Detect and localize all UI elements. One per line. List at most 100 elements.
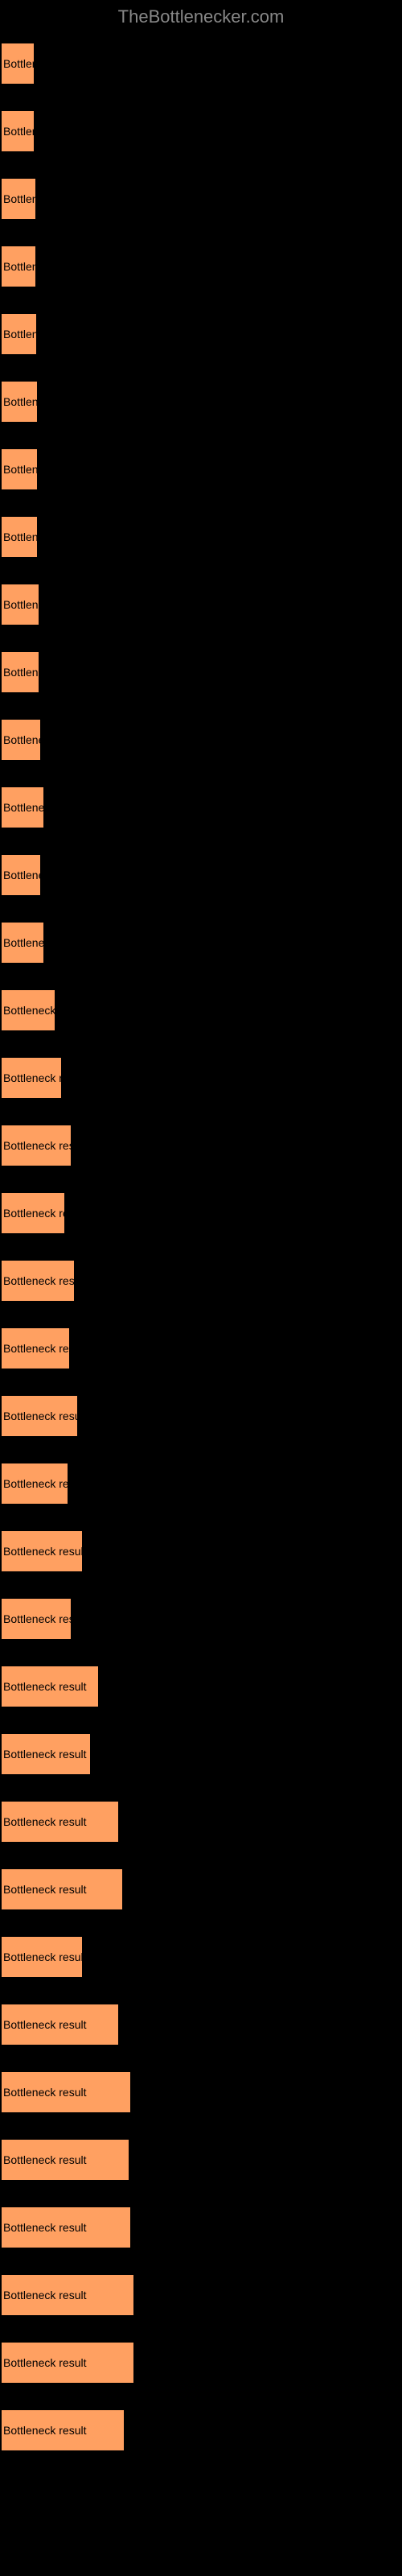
bar: Bottleneck result4 (2, 2410, 124, 2450)
bar-row: Bottleneck result (2, 1396, 400, 1436)
bar: Bottlenec (2, 246, 35, 287)
bar: Bottleneck (2, 652, 39, 692)
bar: Bottleneck result (2, 1937, 82, 1977)
bar: Bottleneck result4 (2, 1802, 118, 1842)
bar-row: Bottlenec (2, 246, 400, 287)
bar: Bottleneck result49 (2, 2072, 130, 2112)
bar-value: 48 (137, 2153, 150, 2166)
bar-row: Bottleneck result (2, 1328, 400, 1368)
bar: Bottleneck result (2, 1734, 90, 1774)
bar-value: 49 (138, 2221, 151, 2234)
bar-label: Bottleneck result (2, 1410, 77, 1422)
bar-row: Bottleneck (2, 584, 400, 625)
bar-row: Bottleneck r (2, 787, 400, 828)
bar-row: Bottleneck (2, 382, 400, 422)
bar-value: 50 (142, 2289, 154, 2301)
bar-label: Bottleneck result (2, 1477, 68, 1490)
bar: Bottleneck r (2, 923, 43, 963)
bar-value: 4 (133, 2018, 139, 2031)
bar-label: Bottleneck result (2, 1951, 82, 1963)
bar-label: Bottleneck result (2, 2424, 87, 2437)
bar-label: Bottleneck result (2, 1612, 71, 1625)
bar-row: Bottleneck result50 (2, 2343, 400, 2383)
bottleneck-chart: Bottlene Bottlene Bottlenec Bottlenec Bottle… (0, 43, 402, 2494)
bar: Bottleneck result (2, 1058, 61, 1098)
bar: Bottleneck result50 (2, 2275, 133, 2315)
bar-label: Bottleneck resu (2, 1004, 55, 1017)
bar: Bottleneck (2, 517, 37, 557)
bar-value: 50 (142, 2356, 154, 2369)
bar-row: Bottleneck result (2, 1531, 400, 1571)
bar: Bottleneck result- (2, 1869, 122, 1909)
bar-row: Bottleneck (2, 652, 400, 692)
bar-label: Bottlenec (2, 260, 35, 273)
bar-row: Bottleneck result 4 (2, 1802, 400, 1842)
bar-label: Bottleneck result (2, 1815, 87, 1828)
bar-label: Bottleneck result (2, 2086, 87, 2099)
bar: Bottleneck result (2, 1599, 71, 1639)
bar-label: Bottleneck (2, 733, 40, 746)
bar-label: Bottleneck result (2, 1071, 61, 1084)
bar-value: - (139, 1883, 143, 1896)
bar: Bottlene (2, 43, 34, 84)
bar-label: Bottleneck (2, 869, 40, 881)
bar-label: Bottleneck result (2, 1274, 74, 1287)
bar-row: Bottleneck (2, 720, 400, 760)
bar-row: Bottleneck result 4 (2, 2004, 400, 2045)
bar-row: Bottleneck result 49 (2, 2207, 400, 2248)
bar: Bottleneck result (2, 1125, 71, 1166)
bar: Bottleneck result (2, 1261, 74, 1301)
bar-row: Bottleneck result48 (2, 2140, 400, 2180)
bar: Bottleneck (2, 720, 40, 760)
site-title: TheBottlenecker.com (118, 6, 285, 27)
bar: Bottleneck (2, 449, 37, 489)
bar-row: Bottlenec (2, 179, 400, 219)
bar-row: Bottlene (2, 43, 400, 84)
bar-row: Bottleneck result4 (2, 2410, 400, 2450)
bar-label: Bottleneck (2, 395, 37, 408)
bar-row: Bottleneck result (2, 1937, 400, 1977)
bar-label: Bottleneck result (2, 2018, 87, 2031)
bar: Bottleneck result48 (2, 2140, 129, 2180)
bar-label: Bottleneck result (2, 2221, 87, 2234)
site-header: TheBottlenecker.com (0, 0, 402, 43)
bar-label: Bottleneck result (2, 1342, 69, 1355)
bar-label: Bottlene (2, 125, 34, 138)
bar: Bottleneck resu (2, 990, 55, 1030)
bar: Bottleneck r (2, 787, 43, 828)
bar-value: 4 (133, 1815, 139, 1828)
bar-label: Bottleneck result (2, 1139, 71, 1152)
bar-row: Bottleneck result (2, 1463, 400, 1504)
bar: Bottleneck (2, 855, 40, 895)
bar: Bottleneck result (2, 1193, 64, 1233)
bar-label: Bottleneck result (2, 1748, 87, 1761)
bar-label: Bottleneck (2, 463, 37, 476)
bar-label: Bottleneck (2, 598, 39, 611)
bar-value: 49 (138, 2086, 151, 2099)
bar-row: Bottlene (2, 111, 400, 151)
bar-row: Bottleneck result (2, 1125, 400, 1166)
bar-label: Bottleneck r (2, 936, 43, 949)
bar-label: Bottleneck (2, 666, 39, 679)
bar-label: Bottleneck result (2, 1680, 87, 1693)
bar-row: Bottleneck result 50 (2, 2275, 400, 2315)
bar-label: Bottleneck result (2, 1207, 64, 1220)
bar-label: Bottleneck result (2, 1883, 87, 1896)
bar: Bottleneck result (2, 1328, 69, 1368)
bar-row: Bottleneck (2, 449, 400, 489)
bar: Bottlenec (2, 314, 36, 354)
bar-row: Bottleneck resu (2, 990, 400, 1030)
bar: Bottleneck (2, 382, 37, 422)
bar-row: Bottleneck (2, 517, 400, 557)
bar-row: Bottleneck result (2, 1734, 400, 1774)
bar: Bottleneck (2, 584, 39, 625)
bar: Bottleneck result (2, 1666, 98, 1707)
bar-label: Bottleneck result (2, 1545, 82, 1558)
bar: Bottleneck result50 (2, 2343, 133, 2383)
bar: Bottleneck result4 (2, 2004, 118, 2045)
bar-row: Bottleneck result 49 (2, 2072, 400, 2112)
bar-label: Bottleneck result (2, 2289, 87, 2301)
bar: Bottleneck result (2, 1531, 82, 1571)
bar: Bottlene (2, 111, 34, 151)
bar-row: Bottleneck result - (2, 1869, 400, 1909)
